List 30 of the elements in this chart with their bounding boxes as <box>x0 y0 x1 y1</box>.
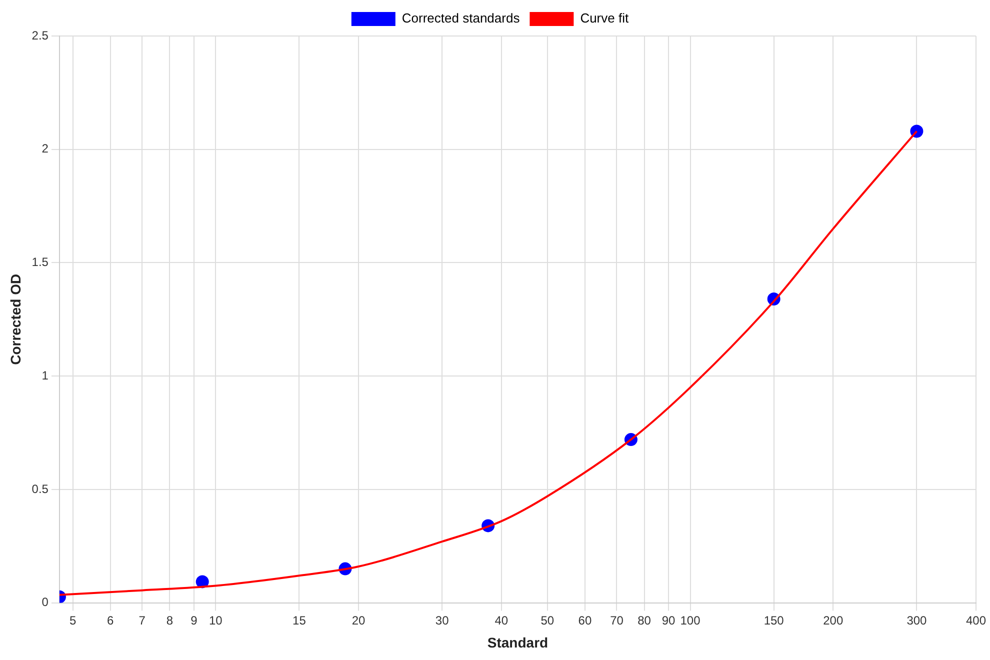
x-tick-label: 90 <box>662 613 676 628</box>
y-tick-label: 2 <box>42 142 49 156</box>
x-tick-label: 50 <box>540 613 554 628</box>
x-tick-label: 5 <box>69 613 76 628</box>
x-tick-label: 40 <box>494 613 508 628</box>
x-tick-label: 100 <box>680 613 701 628</box>
x-tick-label: 10 <box>208 613 223 628</box>
x-tick-label: 30 <box>435 613 450 628</box>
y-tick-label: 1 <box>42 368 49 382</box>
x-tick-label: 400 <box>966 613 986 628</box>
x-tick-label: 70 <box>610 613 624 628</box>
legend-label: Curve fit <box>580 10 629 26</box>
x-tick-label: 20 <box>352 613 366 628</box>
x-tick-label: 8 <box>166 613 174 628</box>
x-tick-label: 15 <box>292 613 306 628</box>
x-tick-label: 6 <box>107 613 114 628</box>
x-tick-label: 9 <box>190 613 198 628</box>
legend-label: Corrected standards <box>402 10 520 26</box>
x-axis-title: Standard <box>487 634 548 650</box>
x-tick-label: 200 <box>823 613 844 628</box>
y-axis-title: Corrected OD <box>7 274 24 365</box>
x-tick-label: 300 <box>906 613 928 628</box>
y-tick-label: 0.5 <box>32 482 49 496</box>
y-tick-label: 0 <box>42 595 49 610</box>
x-tick-label: 7 <box>138 613 146 628</box>
x-tick-label: 150 <box>764 613 784 628</box>
y-tick-label: 2.5 <box>32 28 49 42</box>
x-tick-label: 80 <box>638 613 652 628</box>
y-tick-label: 1.5 <box>32 255 49 270</box>
x-tick-label: 60 <box>578 613 592 628</box>
